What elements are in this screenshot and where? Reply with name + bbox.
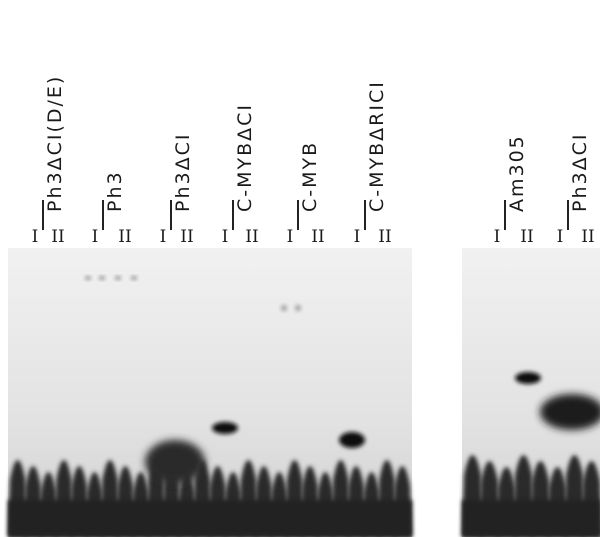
band	[85, 276, 91, 280]
lane-number: I	[92, 227, 99, 247]
lane-label: Am305	[506, 134, 528, 212]
lane-label: Ph3ΔCI	[569, 133, 591, 212]
lane-number: I	[160, 227, 167, 247]
lane-label: Ph3ΔCI(D/E)	[44, 75, 66, 212]
band	[295, 305, 301, 311]
lane-number: I	[32, 227, 39, 247]
lane-label: C-MYBΔRICI	[366, 80, 388, 212]
band	[339, 432, 365, 448]
gel-bottom	[462, 500, 600, 537]
gel-bottom	[8, 500, 412, 537]
lane-number: II	[378, 227, 391, 247]
lane-number: II	[180, 227, 193, 247]
lane-label: Ph3	[104, 170, 126, 212]
lane-number: II	[520, 227, 533, 247]
lane-number: II	[51, 227, 64, 247]
band	[115, 276, 121, 280]
lane-number: I	[557, 227, 564, 247]
lane-number: II	[581, 227, 594, 247]
band	[145, 440, 205, 484]
lane-label: Ph3ΔCI	[172, 133, 194, 212]
lane-label: C-MYBΔCI	[234, 103, 256, 212]
gel-figure: Ph3ΔCI(D/E)IIIPh3IIIPh3ΔCIIIIC-MYBΔCIIII…	[0, 0, 600, 537]
lane-number: II	[118, 227, 131, 247]
band	[515, 372, 541, 384]
band	[281, 305, 287, 311]
lane-number: II	[311, 227, 324, 247]
band	[131, 276, 137, 280]
lane-number: I	[494, 227, 501, 247]
lane-number: I	[354, 227, 361, 247]
band	[212, 422, 238, 434]
lane-number: I	[222, 227, 229, 247]
figure: Ph3ΔCI(D/E)IIIPh3IIIPh3ΔCIIIIC-MYBΔCIIII…	[0, 0, 600, 537]
band	[99, 276, 105, 280]
lane-number: I	[287, 227, 294, 247]
lane-number: II	[245, 227, 258, 247]
lane-label: C-MYB	[299, 141, 321, 212]
